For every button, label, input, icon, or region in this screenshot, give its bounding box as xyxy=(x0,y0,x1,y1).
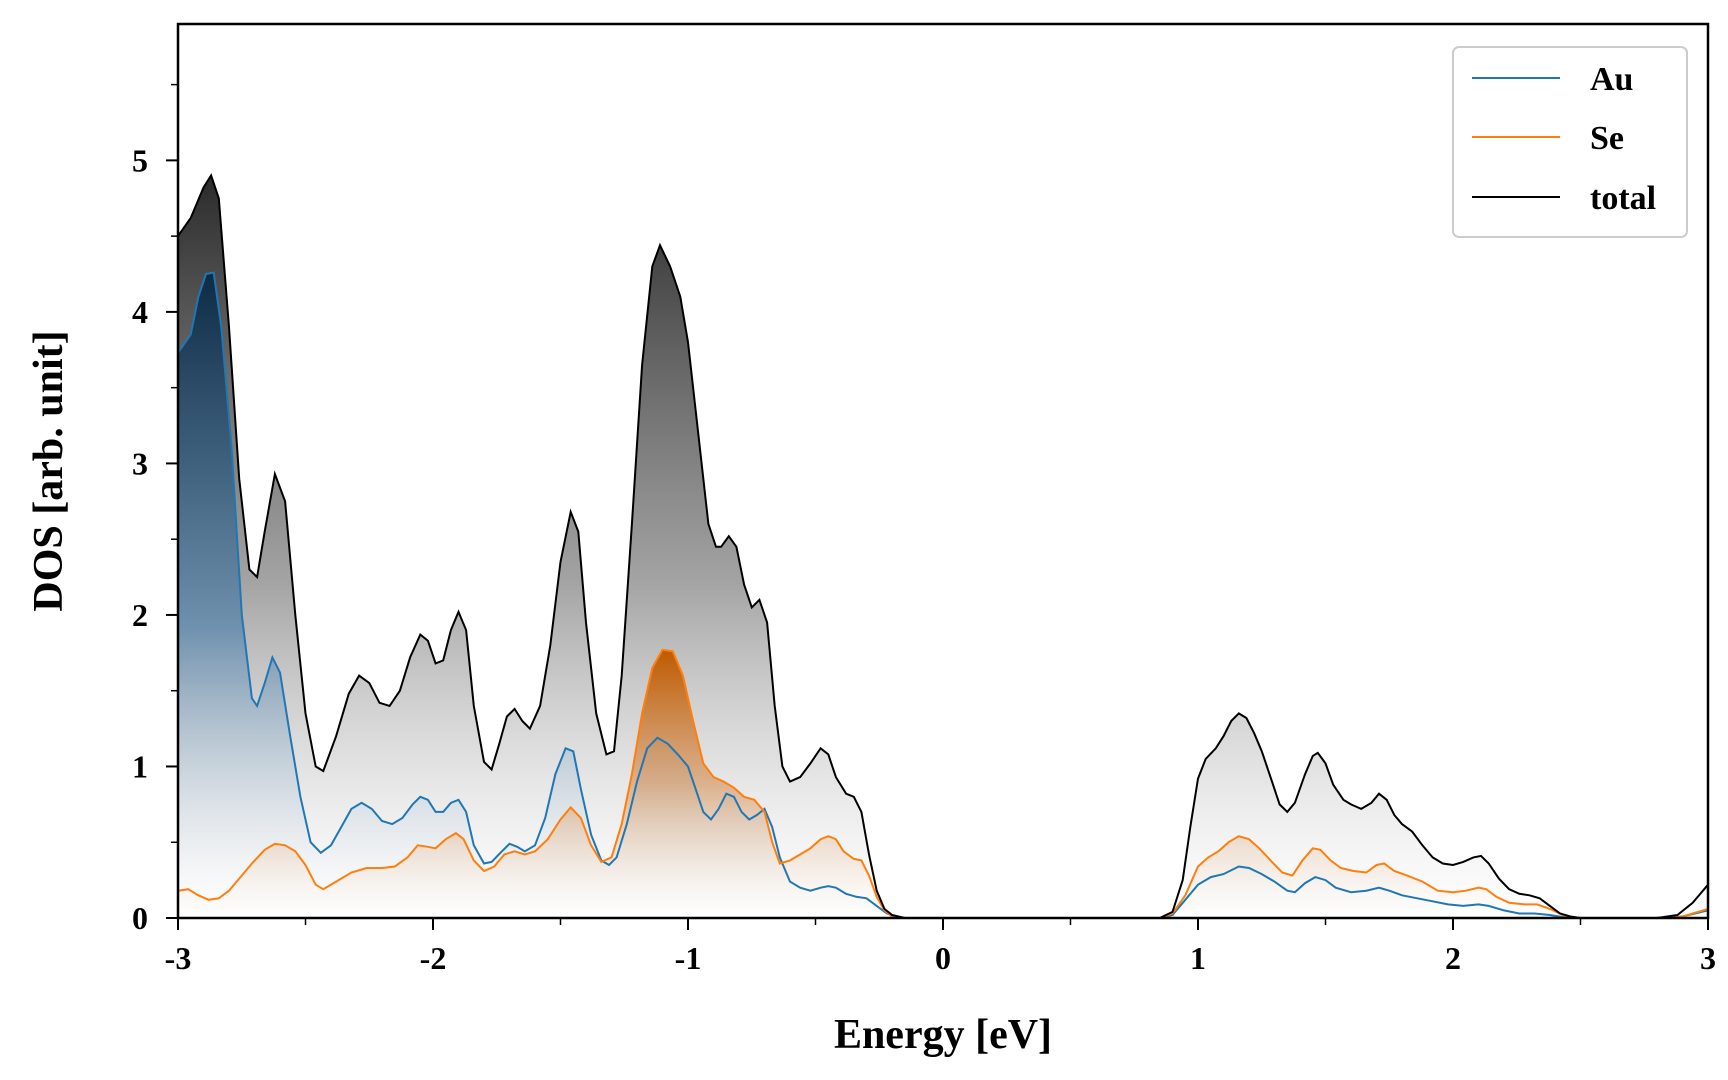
x-tick-label: -2 xyxy=(420,940,447,976)
x-tick-label: -3 xyxy=(165,940,192,976)
au-area-fill xyxy=(178,272,1708,918)
se-line xyxy=(178,648,1708,918)
y-tick-label: 0 xyxy=(132,900,148,936)
legend: Au Se total xyxy=(1452,46,1688,238)
x-axis-ticks: -3 -2 -1 0 1 2 3 xyxy=(165,918,1716,976)
x-axis-label: Energy [eV] xyxy=(834,1012,1052,1058)
x-tick-label: 1 xyxy=(1190,940,1206,976)
se-area-fill xyxy=(178,649,1708,918)
y-tick-label: 4 xyxy=(132,294,148,330)
total-area-fill xyxy=(178,175,1708,918)
legend-box xyxy=(1452,46,1688,238)
y-tick-label: 5 xyxy=(132,142,148,178)
y-tick-label: 2 xyxy=(132,597,148,633)
y-axis-ticks: 0 1 2 3 4 5 xyxy=(132,83,178,936)
y-axis-label: DOS [arb. unit] xyxy=(26,330,72,611)
legend-label-total: total xyxy=(1590,180,1656,217)
legend-label-se: Se xyxy=(1590,120,1624,157)
x-tick-label: 2 xyxy=(1445,940,1461,976)
x-tick-label: 0 xyxy=(935,940,951,976)
legend-label-au: Au xyxy=(1590,61,1633,98)
x-tick-label: -1 xyxy=(675,940,702,976)
x-tick-label: 3 xyxy=(1700,940,1716,976)
y-tick-label: 1 xyxy=(132,748,148,784)
y-tick-label: 3 xyxy=(132,445,148,481)
total-line xyxy=(178,173,1708,918)
au-line xyxy=(178,271,1708,918)
